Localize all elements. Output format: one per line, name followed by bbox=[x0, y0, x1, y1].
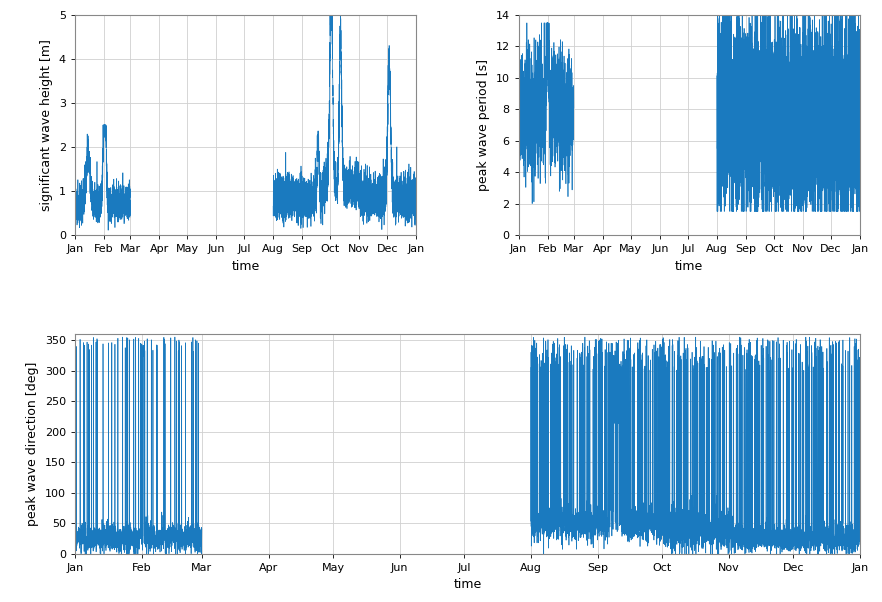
Y-axis label: peak wave period [s]: peak wave period [s] bbox=[477, 59, 490, 191]
Y-axis label: significant wave height [m]: significant wave height [m] bbox=[41, 39, 53, 211]
X-axis label: time: time bbox=[453, 579, 482, 591]
X-axis label: time: time bbox=[231, 259, 259, 273]
Y-axis label: peak wave direction [deg]: peak wave direction [deg] bbox=[26, 362, 40, 526]
X-axis label: time: time bbox=[676, 259, 704, 273]
